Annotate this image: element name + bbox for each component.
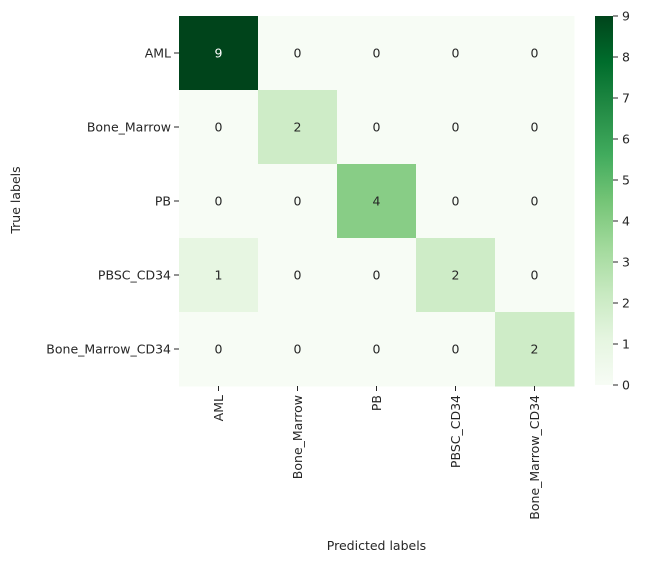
x-tick-label: PBSC_CD34	[448, 395, 463, 468]
heatmap-cells	[179, 16, 575, 387]
heatmap-cell	[416, 90, 496, 165]
cell-value-label: 0	[531, 120, 539, 135]
heatmap-cell	[495, 164, 575, 239]
x-tick-label: PB	[369, 395, 384, 411]
colorbar-tick-label: 1	[622, 337, 630, 352]
heatmap-cell	[337, 238, 417, 313]
cell-value-label: 0	[215, 120, 223, 135]
cell-value-label: 1	[215, 268, 223, 283]
y-tick-label: PBSC_CD34	[98, 268, 171, 283]
cell-value-label: 0	[373, 342, 381, 357]
cell-value-label: 2	[452, 268, 460, 283]
heatmap-cell	[495, 16, 575, 91]
cell-value-label: 0	[215, 342, 223, 357]
x-tick-label: Bone_Marrow	[290, 395, 305, 479]
heatmap-cell	[179, 90, 259, 165]
colorbar-tick-label: 4	[622, 214, 630, 229]
x-tick-labels: AML Bone_Marrow PB PBSC_CD34 Bone_Marrow_CD3…	[211, 386, 542, 520]
heatmap-cell	[258, 312, 338, 387]
cell-value-label: 0	[215, 194, 223, 209]
heatmap-cell	[258, 238, 338, 313]
heatmap-cell	[179, 164, 259, 239]
heatmap-cell	[337, 16, 417, 91]
y-tick-label: Bone_Marrow	[87, 120, 171, 135]
cell-value-label: 0	[294, 268, 302, 283]
colorbar-tick-label: 6	[622, 132, 630, 147]
y-axis-label: True labels	[8, 166, 23, 234]
cell-value-label: 0	[294, 194, 302, 209]
x-axis-label: Predicted labels	[327, 538, 426, 553]
cell-value-label: 0	[373, 120, 381, 135]
colorbar-tick-label: 2	[622, 296, 630, 311]
heatmap-cell	[495, 90, 575, 165]
heatmap-cell	[495, 238, 575, 313]
colorbar-tick-label: 0	[622, 378, 630, 393]
y-tick-labels: AML Bone_Marrow PB PBSC_CD34 Bone_Marrow_CD3…	[46, 46, 179, 357]
heatmap-cell	[337, 312, 417, 387]
cell-value-label: 0	[373, 268, 381, 283]
heatmap-cell	[337, 90, 417, 165]
heatmap-cell	[416, 16, 496, 91]
cell-value-label: 0	[452, 120, 460, 135]
y-tick-label: Bone_Marrow_CD34	[46, 342, 171, 357]
cell-value-label: 4	[373, 194, 381, 209]
x-tick-label: AML	[211, 395, 226, 421]
heatmap-cell	[337, 164, 417, 239]
cell-value-label: 0	[531, 194, 539, 209]
colorbar-tick-label: 7	[622, 91, 630, 106]
heatmap-cell	[416, 312, 496, 387]
cell-value-label: 0	[531, 268, 539, 283]
heatmap-cell	[495, 312, 575, 387]
heatmap-cell	[179, 312, 259, 387]
heatmap-cell-labels: 9 0 0 0 0 0 2 0 0 0 0 0 4 0 0 1 0 0 2 0 0 0 0 0 2	[215, 46, 539, 357]
cell-value-label: 0	[531, 46, 539, 61]
cell-value-label: 0	[452, 342, 460, 357]
colorbar-tick-label: 8	[622, 50, 630, 65]
cell-value-label: 0	[452, 194, 460, 209]
colorbar-tick-label: 9	[622, 9, 630, 24]
cell-value-label: 2	[531, 342, 539, 357]
colorbar-tick-label: 3	[622, 255, 630, 270]
cell-value-label: 2	[294, 120, 302, 135]
colorbar-tick-label: 5	[622, 173, 630, 188]
colorbar	[595, 16, 613, 385]
cell-value-label: 9	[215, 46, 223, 61]
heatmap-cell	[179, 16, 259, 91]
cell-value-label: 0	[294, 46, 302, 61]
cell-value-label: 0	[294, 342, 302, 357]
x-tick-label: Bone_Marrow_CD34	[527, 395, 542, 520]
heatmap-cell	[258, 16, 338, 91]
heatmap-cell	[416, 164, 496, 239]
heatmap-cell	[416, 238, 496, 313]
colorbar-ticks: 0 1 2 3 4 5 6 7 8 9	[613, 9, 630, 393]
cell-value-label: 0	[373, 46, 381, 61]
heatmap-cell	[179, 238, 259, 313]
cell-value-label: 0	[452, 46, 460, 61]
heatmap-cell	[258, 164, 338, 239]
y-tick-label: PB	[155, 194, 171, 209]
y-tick-label: AML	[145, 46, 171, 61]
heatmap-cell	[258, 90, 338, 165]
